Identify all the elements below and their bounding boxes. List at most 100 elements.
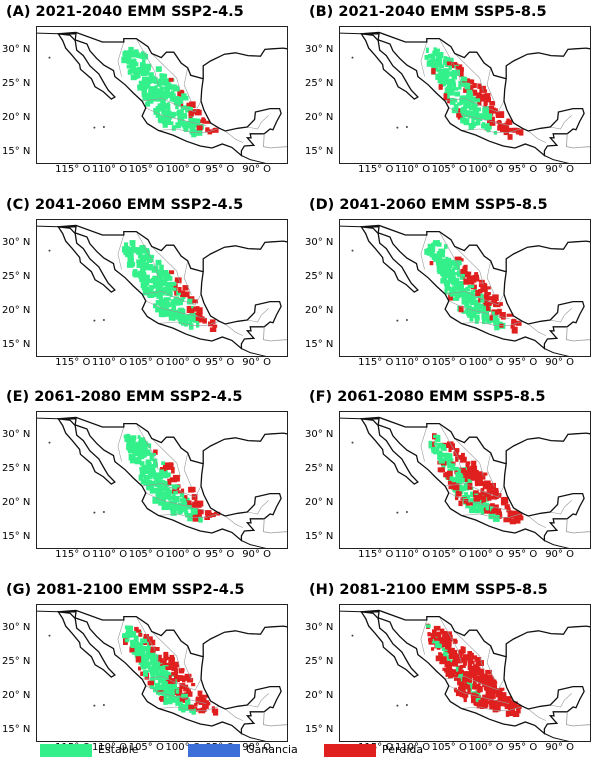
distribution-cells [122,240,218,332]
state-boundary [528,130,547,143]
distribution-cell [128,444,134,448]
distribution-cell [194,109,202,116]
distribution-cell [436,242,442,247]
distribution-cell [467,271,472,275]
distribution-cell [451,87,459,91]
distribution-cell [142,636,150,644]
distribution-cell [447,462,452,469]
distribution-cell [486,296,493,301]
distribution-cell [169,281,177,286]
island-dot [351,634,354,637]
distribution-cell [448,64,455,68]
distribution-cell [189,312,196,317]
distribution-cell [142,288,150,296]
distribution-cell [180,106,184,111]
baja-coastline [57,610,116,678]
distribution-cell [139,466,144,471]
state-boundary [247,308,269,323]
distribution-cell [145,661,151,669]
distribution-cell [148,655,155,660]
distribution-cell [485,93,491,99]
x-tick-label: 105° O [431,742,467,753]
distribution-cell [149,487,154,494]
distribution-cell [435,655,439,662]
distribution-cell [151,76,156,80]
distribution-cell [448,65,452,71]
central-america-coast [241,348,267,356]
distribution-cell [169,270,175,275]
distribution-cell [463,693,469,698]
x-tick-label: 110° O [394,164,431,175]
x-tick-label: 95° O [508,742,538,753]
distribution-cell [469,468,476,475]
distribution-cell [464,118,470,124]
distribution-cell [472,109,480,116]
distribution-cell [436,68,442,73]
map-panel: (F) 2061-2080 EMM SSP5-8.5 30° N 25° N 20° … [305,387,595,573]
y-tick-label: 30° N [305,236,334,248]
distribution-cell [137,67,143,74]
distribution-cell [180,706,186,713]
distribution-cell [170,299,175,306]
distribution-cell [159,311,166,318]
distribution-cell [138,54,144,59]
distribution-cell [512,318,516,323]
state-boundary [550,115,572,130]
distribution-cell [443,652,448,657]
distribution-cell [182,505,188,511]
distribution-cell [154,91,161,95]
distribution-cell [142,658,146,663]
map-frame [339,604,591,742]
distribution-cell [146,646,152,654]
distribution-cell [168,292,172,297]
distribution-cell [472,89,478,96]
state-boundary [225,515,244,528]
y-tick-label: 25° N [2,655,31,667]
distribution-cell [491,679,497,686]
distribution-cell [487,317,491,323]
distribution-cell [470,683,476,690]
baja-coastline [360,417,419,485]
distribution-cell [449,98,456,105]
distribution-cell [441,465,446,470]
distribution-cell [169,111,176,118]
distribution-cell [486,122,490,128]
x-tick-label: 100° O [468,164,504,175]
distribution-cell [126,261,134,268]
distribution-cell [482,317,486,325]
distribution-cell [184,510,189,515]
distribution-cell [455,490,462,497]
island-dot [405,126,408,128]
x-tick-label: 115° O [55,357,91,368]
distribution-cell [175,122,181,129]
distribution-cell [158,500,164,506]
y-tick-label: 25° N [2,462,31,474]
distribution-cell [176,299,180,306]
distribution-cell [139,278,145,282]
distribution-cell [173,670,178,678]
distribution-cell [144,475,149,483]
distribution-cell [448,485,454,490]
distribution-cell [476,703,481,709]
distribution-cell [463,675,469,681]
distribution-cell [145,82,149,90]
distribution-cell [178,287,182,293]
distribution-cell [501,312,506,316]
distribution-cell [138,455,145,460]
distribution-cell [198,316,204,323]
distribution-cell [477,93,483,97]
us-gulf-coast [505,432,590,464]
distribution-cell [153,449,158,455]
distribution-cell [167,478,172,485]
distribution-cell [170,504,176,512]
panel-title: (B) 2021-2040 EMM SSP5-8.5 [309,4,547,20]
distribution-cell [449,90,455,96]
distribution-cell [462,646,466,654]
distribution-cell [474,318,479,324]
distribution-cell [162,270,169,276]
distribution-cell [466,296,474,303]
x-tick-label: 105° O [128,742,164,753]
distribution-cell [444,244,448,249]
distribution-cell [458,500,463,507]
distribution-cell [149,254,155,259]
